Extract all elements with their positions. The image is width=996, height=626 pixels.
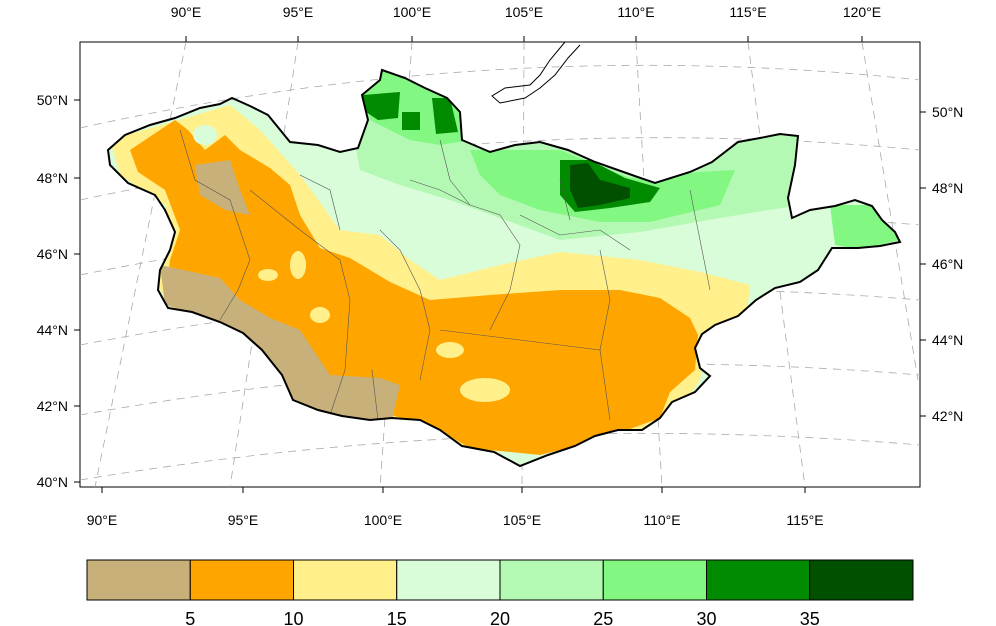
contour-10-15 [130, 120, 698, 455]
lat-label: 46°N [37, 246, 68, 262]
colorbar-swatch [396, 559, 501, 601]
colorbar-swatch [809, 559, 914, 601]
lon-label: 100°E [393, 4, 431, 20]
lon-label: 110°E [643, 512, 680, 528]
lon-label: 115°E [786, 512, 823, 528]
lat-label: 48°N [37, 170, 68, 186]
lon-label: 120°E [843, 4, 881, 20]
contour-5-10 [160, 265, 400, 420]
colorbar-swatch [706, 559, 811, 601]
colorbar: 5 10 15 20 25 30 35 [86, 559, 914, 626]
bottom-lon-labels: 90°E 95°E 100°E 105°E 110°E 115°E [87, 512, 824, 528]
colorbar-label: 5 [185, 609, 195, 626]
colorbar-label: 35 [800, 609, 820, 626]
contour-35-plus [432, 98, 458, 134]
colorbar-swatch [499, 559, 604, 601]
lon-label: 105°E [505, 4, 543, 20]
contour-island [310, 307, 330, 323]
lon-label: 90°E [87, 512, 118, 528]
contour-5-10 [195, 160, 250, 215]
contour-island [436, 342, 464, 358]
lat-label: 50°N [37, 92, 68, 108]
colorbar-label: 15 [387, 609, 407, 626]
top-lon-labels: 90°E 95°E 100°E 105°E 110°E 115°E 120°E [171, 4, 881, 20]
colorbar-swatch [86, 559, 191, 601]
contour-island [460, 378, 510, 402]
lat-label: 42°N [932, 408, 963, 424]
right-lat-labels: 50°N 48°N 46°N 44°N 42°N [932, 104, 963, 424]
contour-island [193, 125, 217, 145]
contour-35-plus [402, 112, 420, 130]
contour-island [290, 251, 306, 279]
lat-label: 48°N [932, 180, 963, 196]
lon-label: 100°E [364, 512, 402, 528]
colorbar-swatch [602, 559, 707, 601]
colorbar-label: 30 [696, 609, 716, 626]
lat-label: 40°N [37, 474, 68, 490]
colorbar-label: 20 [490, 609, 510, 626]
mongolia-border [106, 68, 902, 468]
contour-island [209, 114, 221, 126]
province-boundaries [179, 129, 711, 421]
contour-darkest [570, 163, 630, 208]
colorbar-swatch [189, 559, 294, 601]
lon-label: 110°E [617, 4, 654, 20]
lon-label: 95°E [228, 512, 259, 528]
colorbar-label: 25 [593, 609, 613, 626]
contour-35-plus [363, 92, 400, 120]
lon-label: 115°E [729, 4, 766, 20]
lon-label: 95°E [283, 4, 314, 20]
lon-label: 90°E [171, 4, 202, 20]
left-lat-labels: 50°N 48°N 46°N 44°N 42°N 40°N [37, 92, 68, 490]
contour-island [258, 269, 278, 281]
colorbar-label: 10 [283, 609, 303, 626]
lon-label: 105°E [503, 512, 541, 528]
lat-label: 42°N [37, 398, 68, 414]
lat-label: 44°N [37, 322, 68, 338]
lake-baikal-shore [491, 41, 581, 104]
tick-marks [74, 36, 926, 493]
lat-label: 50°N [932, 104, 963, 120]
colorbar-swatch [293, 559, 398, 601]
lat-label: 46°N [932, 256, 963, 272]
lat-label: 44°N [932, 332, 963, 348]
